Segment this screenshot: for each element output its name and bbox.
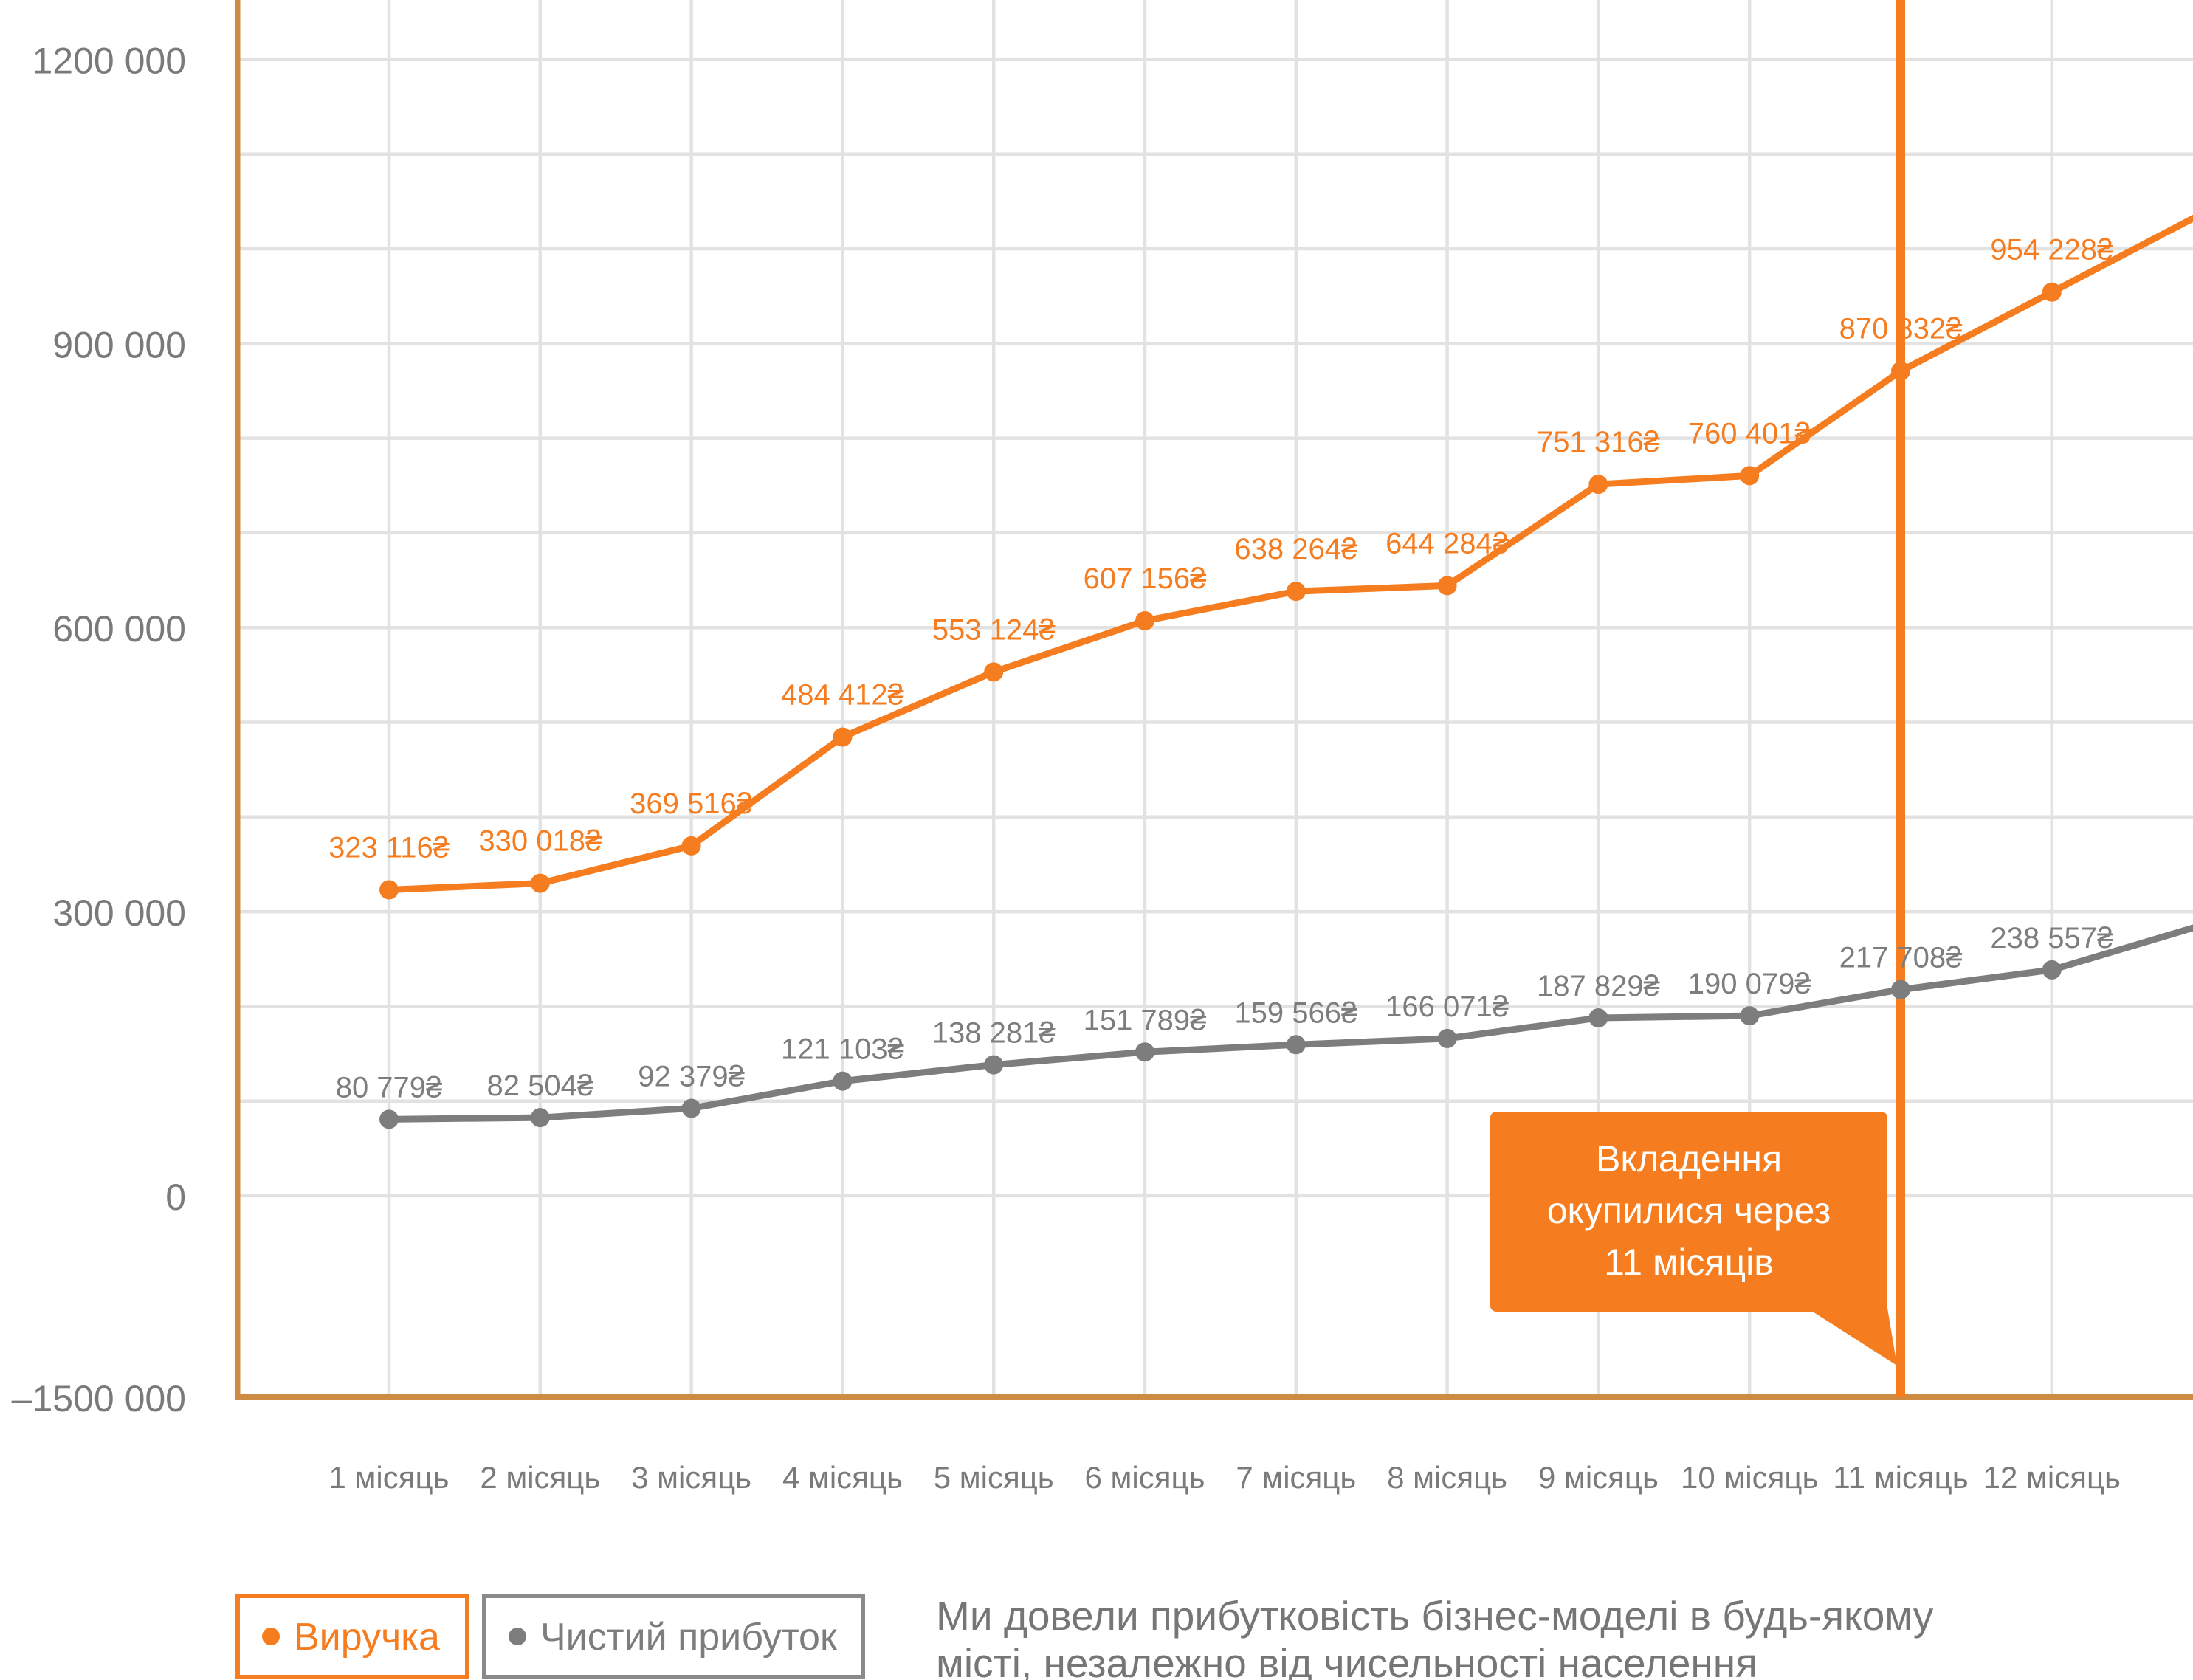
revenue-point [530,873,550,893]
net-profit-point [530,1108,550,1128]
y-tick-label: 1200 000 [32,40,186,81]
revenue-point [1437,576,1457,596]
net-profit-label: 138 281₴ [932,1017,1056,1050]
x-tick-label: 9 місяць [1538,1460,1659,1495]
callout-line-1: Вкладення [1596,1138,1782,1180]
revenue-point [1286,582,1306,602]
net-profit-point [1437,1028,1457,1048]
revenue-label: 954 228₴ [1990,234,2113,266]
x-tick-label: 10 місяць [1681,1460,1818,1495]
y-tick-label: 0 [165,1177,186,1218]
net-profit-point [2042,960,2062,980]
revenue-label: 323 116₴ [328,831,450,864]
net-profit-point [1740,1006,1760,1026]
series-revenue [379,214,2193,900]
net-profit-point [1891,980,1910,999]
y-tick-label: 600 000 [52,608,186,650]
net-profit-label: 121 103₴ [781,1033,904,1066]
revenue-dot-icon [262,1628,280,1645]
data-labels-net-profit: 80 779₴ 82 504₴ 92 379₴ 121 103₴ 138 281₴ 151… [336,922,2114,1104]
net-profit-label: 166 071₴ [1385,991,1509,1023]
revenue-point [1588,475,1608,495]
revenue-point [984,662,1004,682]
x-tick-label: 4 місяць [782,1460,903,1495]
revenue-point [1891,361,1910,381]
callout-pointer [1807,1308,1897,1366]
revenue-label: 644 284₴ [1385,527,1509,560]
net-profit-label: 80 779₴ [336,1071,443,1104]
net-profit-label: 187 829₴ [1537,970,1660,1002]
x-tick-label: 2 місяць [480,1460,600,1495]
x-tick-label: 5 місяць [934,1460,1054,1495]
data-labels-revenue: 323 116₴ 330 018₴ 369 516₴ 484 412₴ 553 124₴… [328,234,2113,864]
net-profit-label: 92 379₴ [638,1060,745,1092]
revenue-label: 330 018₴ [478,825,602,858]
net-profit-dot-icon [509,1628,526,1645]
net-profit-point [681,1098,701,1118]
caption-line-2: місті, незалежно від чисельності населен… [936,1640,1758,1680]
net-profit-point [1135,1042,1154,1062]
net-profit-point [1588,1008,1608,1028]
revenue-label: 870 832₴ [1839,313,1963,345]
revenue-point [379,880,399,900]
y-tick-label: 900 000 [52,324,186,365]
net-profit-label: 238 557₴ [1990,922,2113,954]
revenue-label: 553 124₴ [932,613,1056,646]
revenue-label: 369 516₴ [630,788,753,820]
net-profit-label: 217 708₴ [1839,942,1963,974]
revenue-label: 607 156₴ [1084,562,1207,595]
legend: Виручка Чистий прибуток [235,1594,865,1679]
x-tick-label: 1 місяць [329,1460,450,1495]
y-tick-label: –1500 000 [12,1378,186,1419]
caption: Ми довели прибутковість бізнес-моделі в … [936,1593,1934,1680]
y-axis-tick-labels: 1200 000 900 000 600 000 300 000 0 –1500 000 [12,40,186,1419]
revenue-point [1740,466,1760,486]
x-tick-label: 11 місяць [1833,1460,1968,1495]
revenue-label: 751 316₴ [1537,426,1660,458]
revenue-label: 760 401₴ [1688,417,1811,450]
net-profit-point [984,1055,1004,1075]
x-tick-label: 3 місяць [631,1460,751,1495]
x-tick-label: 12 місяць [1983,1460,2121,1495]
series-net-profit [379,924,2193,1129]
gridlines-horizontal [238,58,2193,1198]
callout-payback: Вкладення окупилися через 11 місяців [1490,1112,1897,1366]
net-profit-point [1286,1035,1306,1055]
axes [235,0,2193,1400]
net-profit-label: 151 789₴ [1084,1004,1207,1036]
x-tick-label: 7 місяць [1236,1460,1356,1495]
caption-line-1: Ми довели прибутковість бізнес-моделі в … [936,1593,1934,1639]
revenue-point [1135,611,1154,631]
revenue-point [2042,282,2062,302]
net-profit-label: 190 079₴ [1688,968,1811,1000]
revenue-label: 638 264₴ [1234,533,1357,565]
revenue-point [833,727,853,747]
x-tick-label: 8 місяць [1387,1460,1507,1495]
revenue-label: 484 412₴ [781,678,904,711]
callout-box [1490,1112,1887,1312]
net-profit-point [833,1071,853,1091]
legend-item-revenue[interactable]: Виручка [235,1594,469,1679]
callout-line-3: 11 місяців [1604,1242,1774,1283]
legend-box-net-profit [482,1594,865,1679]
net-profit-point [379,1109,399,1129]
legend-item-net-profit[interactable]: Чистий прибуток [482,1594,865,1679]
callout-line-2: окупилися через [1547,1190,1831,1231]
x-axis-tick-labels: 1 місяць 2 місяць 3 місяць 4 місяць 5 місяць… [329,1460,2121,1495]
net-profit-label: 159 566₴ [1234,996,1357,1029]
y-tick-label: 300 000 [52,892,186,934]
x-tick-label: 6 місяць [1085,1460,1205,1495]
revenue-point [681,836,701,856]
net-profit-label: 82 504₴ [487,1070,594,1102]
legend-label-revenue: Виручка [294,1616,440,1659]
legend-label-net-profit: Чистий прибуток [540,1616,837,1659]
